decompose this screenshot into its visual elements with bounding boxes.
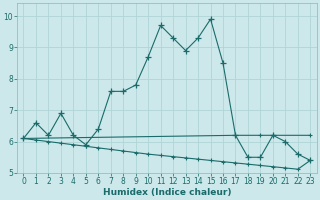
X-axis label: Humidex (Indice chaleur): Humidex (Indice chaleur) bbox=[103, 188, 231, 197]
